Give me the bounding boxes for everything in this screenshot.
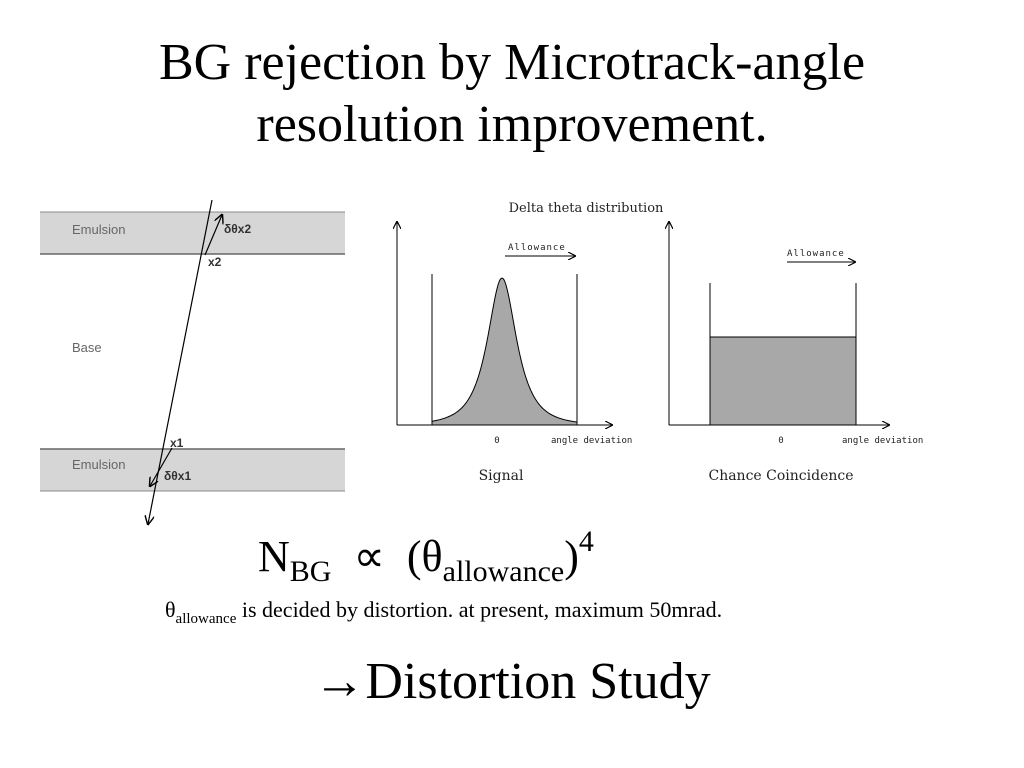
emulsion-layer-bottom bbox=[40, 449, 345, 491]
dtheta-x2-label: δθx2 bbox=[224, 222, 251, 236]
cc-caption: Chance Coincidence bbox=[708, 468, 853, 484]
cc-flat-area bbox=[709, 336, 857, 426]
dtheta-x1-label: δθx1 bbox=[164, 469, 191, 483]
formula-theta-sub: allowance bbox=[442, 555, 565, 588]
bg-formula: NBG ∝ (θallowance)4 bbox=[258, 525, 594, 589]
signal-caption: Signal bbox=[479, 468, 524, 484]
x2-label: x2 bbox=[208, 255, 222, 269]
formula-power: 4 bbox=[578, 525, 594, 558]
formula-n: N bbox=[258, 532, 290, 581]
note-theta: θ bbox=[165, 597, 176, 622]
emulsion-top-label: Emulsion bbox=[72, 222, 125, 237]
slide-title: BG rejection by Microtrack-angle resolut… bbox=[0, 32, 1024, 156]
title-line-2: resolution improvement. bbox=[256, 96, 768, 153]
microtrack-top bbox=[204, 215, 222, 256]
note-theta-sub: allowance bbox=[175, 611, 237, 627]
chart-title: Delta theta distribution bbox=[509, 201, 664, 216]
microtrack-bottom bbox=[150, 447, 173, 486]
signal-gaussian-area bbox=[431, 277, 578, 426]
signal-x-axis-label: angle deviation bbox=[551, 436, 632, 446]
formula-open: (θ bbox=[406, 532, 443, 581]
cc-allowance-label: Allowance bbox=[787, 249, 845, 259]
signal-allowance-label: Allowance bbox=[508, 243, 566, 253]
formula-propto: ∝ bbox=[353, 532, 385, 581]
emulsion-bottom-label: Emulsion bbox=[72, 457, 125, 472]
cc-x-axis-label: angle deviation bbox=[842, 436, 923, 446]
conclusion-text: Distortion Study bbox=[365, 653, 711, 710]
formula-n-sub: BG bbox=[289, 555, 332, 588]
cc-zero-tick: 0 bbox=[778, 436, 783, 446]
emulsion-diagram: Emulsion Base Emulsion δθx2 x2 x1 δθx1 bbox=[40, 199, 345, 524]
allowance-note: θallowance is decided by distortion. at … bbox=[165, 597, 722, 628]
title-line-1: BG rejection by Microtrack-angle bbox=[158, 34, 866, 91]
conclusion: →Distortion Study bbox=[0, 652, 1024, 711]
arrow-right-icon: → bbox=[313, 653, 366, 710]
x1-label: x1 bbox=[170, 436, 184, 450]
emulsion-layer-top bbox=[40, 212, 345, 254]
formula-close: ) bbox=[564, 532, 579, 581]
signal-chart: Allowance 0 angle deviation Signal bbox=[397, 222, 632, 484]
note-text: is decided by distortion. at present, ma… bbox=[236, 597, 723, 622]
signal-zero-tick: 0 bbox=[494, 436, 499, 446]
delta-theta-charts: Delta theta distribution Allowance 0 ang… bbox=[397, 201, 923, 484]
chance-coincidence-chart: Allowance 0 angle deviation Chance Coinc… bbox=[669, 222, 923, 484]
base-label: Base bbox=[72, 340, 102, 355]
